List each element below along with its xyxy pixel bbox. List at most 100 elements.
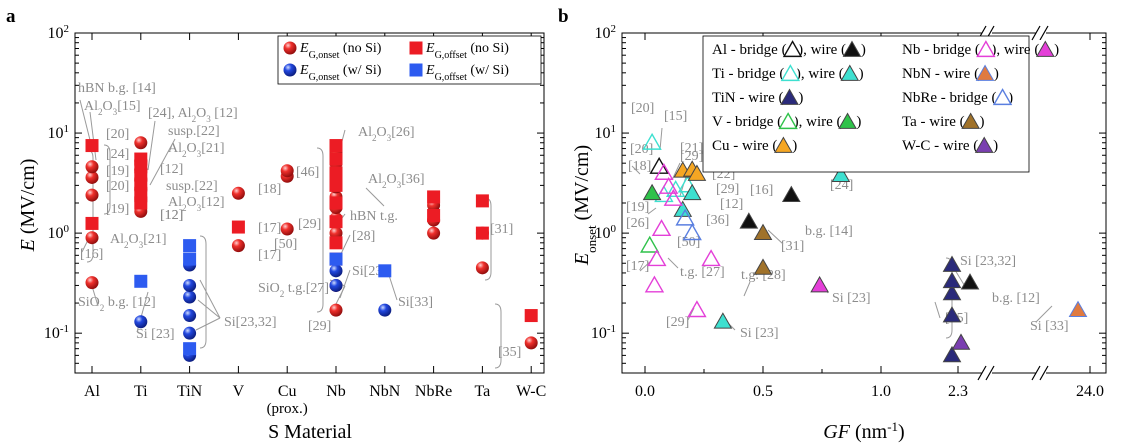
panel-a-point-e-g-onset-no-si [475,261,489,275]
panel-b-y-tick-label: 100 [595,223,617,242]
panel-b-legend-marker-nb [976,40,996,58]
panel-b-point-ta-wire [753,223,773,240]
panel-b-legend-marker-nbn [975,64,995,81]
panel-a-bracket [494,303,502,369]
panel-a-y-axis-label: E (MV/cm) [17,159,39,253]
panel-b-point-nb-bridge [658,176,679,194]
panel-b-point-v-wire [642,183,662,201]
panel-b-point-nb-bridge [644,275,665,293]
panel-a-point-e-g-onset-no-si [231,186,245,200]
panel-b-annotation: Si [23] [832,291,871,306]
panel-b-leader-line [1035,305,1053,323]
panel-b-legend-marker-al [842,40,862,57]
panel-b-legend-marker-w-c [974,136,994,153]
panel-b-annotation: Si [23,32] [960,254,1016,269]
panel-b-annotation: [20] [631,101,654,116]
panel-a-point-e-g-offset-no-si [231,220,245,234]
panel-b-x-axis-label: GF (nm-1) [823,419,904,444]
panel-a-legend-marker [283,63,297,77]
panel-a-annotation: [20] [106,127,129,142]
panel-a-annotation: [19] [106,202,129,217]
panel-b-point-nb-wire [810,275,830,293]
panel-a-point-e-g-offset-no-si [329,166,343,180]
panel-a-point-e-g-onset-w-si [183,309,197,323]
panel-b-leader-line [659,127,663,151]
panel-a-annotation: [17] [258,248,281,263]
panel-a-x-tick-label-w-c: W-C [516,383,546,400]
panel-b-annotation: [15] [664,109,687,124]
panel-a-legend-label: EG,offset (w/ Si) [425,63,509,83]
panel-b-point-w-c-wire [951,333,971,350]
panel-b-x-tick-label: 2.3 [948,383,968,400]
panel-b-y-tick-label: 10-1 [591,323,616,342]
panel-a-point-e-g-offset-w-si [134,274,148,288]
panel-b-legend-marker-tin [780,88,799,105]
panel-a-annotation: [12] [160,162,183,177]
panel-a-point-e-g-onset-no-si [329,303,343,317]
panel-a-annotation: [24] [106,147,129,162]
panel-a-leader-line [365,187,385,207]
panel-b-legend-glyph-mask [786,40,800,57]
panel-a-y-tick-label: 102 [48,23,70,42]
panel-a-point-e-g-offset-no-si [134,152,148,166]
panel-a-annotation: [12] [160,208,183,223]
panel-a-annotation: [28] [352,229,375,244]
panel-a-annotation: [12] [160,208,183,223]
panel-a-point-e-g-offset-no-si [427,209,441,223]
panel-b-legend-marker-ti [780,64,801,82]
panel-a-x-tick-sublabel: (prox.) [267,401,308,417]
panel-b-annotation: [29] [666,315,689,330]
panel-a-annotation: Si[23,32] [224,315,277,330]
panel-label-a: a [6,6,16,27]
panel-b-point-ti-bridge [677,175,698,193]
panel-b-legend-label-w-c: W-C - wire (▲) [902,138,998,154]
panel-b-annotation: Si [23] [740,326,779,341]
panel-b-annotation: [31] [781,239,804,254]
panel-b-legend-glyph-mask [782,112,796,129]
panel-b-legend-glyph-mask [996,88,1010,105]
panel-a-legend-label: EG,offset (no Si) [425,41,509,61]
panel-a-point-e-g-offset-no-si [329,139,343,153]
panel-b-legend-marker-ti [840,64,860,81]
panel-b-leader-line [743,281,751,297]
panel-a-annotation: Al2O3[21] [168,141,225,159]
panel-a-annotation: [17] [258,221,281,236]
panel-a-point-e-g-offset-w-si [329,252,343,266]
panel-b-leader-line [934,301,941,319]
panel-a-point-e-g-offset-no-si [329,178,343,192]
panel-b-legend-marker-ta [961,112,981,129]
panel-b-point-al-wire [960,273,980,290]
panel-b-point-nbre-bridge [675,208,695,226]
panel-b-leader-line [631,165,641,175]
panel-a-annotation: hBN t.g. [350,209,398,224]
panel-a-legend-marker [409,63,423,77]
panel-a-point-e-g-onset-w-si [134,315,148,329]
panel-a-point-e-g-offset-no-si [427,190,441,204]
panel-b-point-ti-wire [682,183,702,201]
panel-a-leader-line [339,234,351,257]
panel-b-x-tick-label: 0.5 [753,383,773,400]
panel-b-annotation: [16] [750,183,773,198]
panel-a-x-tick-label-nbn: NbN [369,383,401,400]
panel-a-point-e-g-offset-w-si [183,252,197,266]
panel-b-legend-marker-cu [774,136,793,153]
panel-b-legend-marker-v [778,112,798,130]
panel-a-point-e-g-onset-no-si [85,188,99,202]
panel-a-bracket [316,147,324,313]
panel-a-y-tick-label: 101 [48,123,70,142]
panel-a-annotation: Si[33] [398,295,433,310]
panel-a-point-e-g-onset-no-si [427,226,441,240]
panel-a-annotation: [24], Al2O3 [12] [148,106,238,124]
panel-a-point-e-g-onset-no-si [231,239,245,253]
panel-a-x-tick-label-cu: Cu [278,383,297,400]
panel-a-legend-label: EG,onset (no Si) [299,41,382,61]
panel-b-point-v-bridge [640,235,660,253]
panel-b-leader-line [671,162,681,181]
panel-b-point-nbre-bridge [682,223,702,241]
panel-a-point-e-g-offset-no-si [85,139,99,153]
panel-a-bracket [103,144,111,215]
panel-a-point-e-g-onset-no-si [280,222,294,236]
panel-a-point-e-g-onset-w-si [183,290,197,304]
panel-a-y-tick-label: 100 [48,223,70,242]
